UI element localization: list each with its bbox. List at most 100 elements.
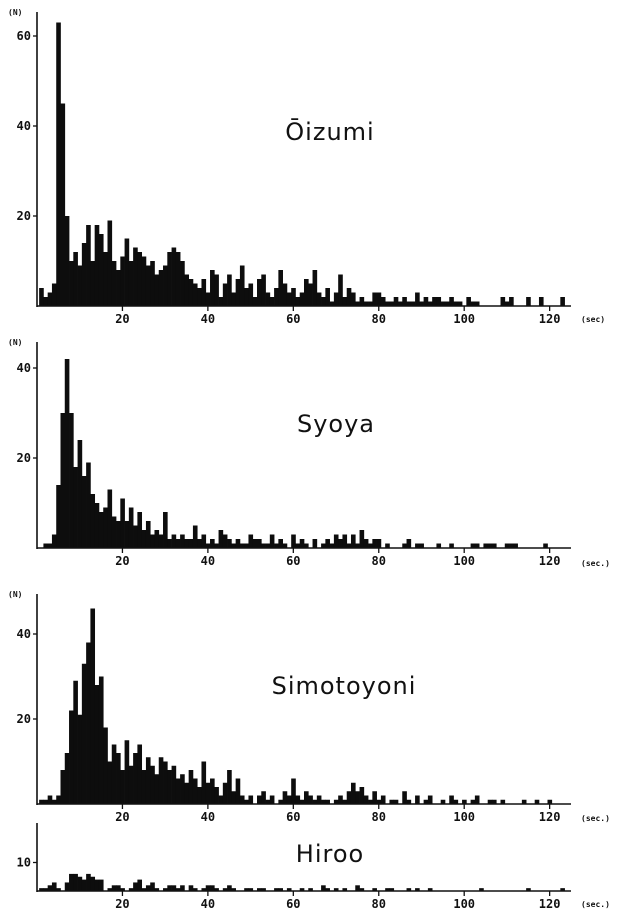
histogram-bar xyxy=(201,761,207,804)
histogram-bar xyxy=(402,297,407,306)
histogram-bar xyxy=(192,888,198,891)
histogram-bar xyxy=(427,888,433,891)
histogram-bar xyxy=(342,297,348,306)
histogram-bar xyxy=(333,292,339,306)
y-axis-unit: (N) xyxy=(8,590,22,599)
histogram-bar xyxy=(389,888,395,891)
histogram-bar xyxy=(103,727,108,804)
histogram-bar xyxy=(154,774,160,804)
histogram-bar xyxy=(393,297,399,306)
station-name-hiroo: Hiroo xyxy=(296,840,364,868)
histogram-bar xyxy=(282,791,288,804)
histogram-bar xyxy=(77,714,83,804)
histogram-bar xyxy=(389,301,395,306)
x-tick-label: 80 xyxy=(372,554,386,568)
histogram-bar xyxy=(491,799,497,804)
histogram-bar xyxy=(346,288,352,306)
bars-hiroo xyxy=(39,873,565,891)
histogram-bar xyxy=(406,799,412,804)
histogram-bar xyxy=(103,252,108,306)
x-axis-unit: (sec.) xyxy=(581,814,610,823)
histogram-bar xyxy=(171,765,177,804)
histogram-bar xyxy=(210,270,215,306)
histogram-bar xyxy=(150,261,155,306)
histogram-bar xyxy=(333,799,339,804)
histogram-bar xyxy=(184,274,189,306)
histogram-bar xyxy=(77,440,83,548)
histogram-bar xyxy=(350,782,356,804)
histogram-bar xyxy=(269,297,275,306)
histogram-bar xyxy=(227,274,232,306)
histogram-bar xyxy=(385,301,390,306)
histogram-bar xyxy=(248,795,254,804)
histogram-bar xyxy=(47,543,53,548)
histogram-bar xyxy=(355,301,360,306)
histogram-bar xyxy=(86,462,91,548)
x-tick-label: 120 xyxy=(539,312,561,326)
histogram-bar xyxy=(128,261,134,306)
bars-simotoyoni xyxy=(39,608,553,804)
histogram-bar xyxy=(338,795,343,804)
histogram-bar xyxy=(111,261,117,306)
histogram-bar xyxy=(150,882,155,891)
histogram-bar xyxy=(60,413,66,548)
histogram-bar xyxy=(261,543,266,548)
histogram-bar xyxy=(329,301,335,306)
histogram-bar xyxy=(39,888,44,891)
histogram-bar xyxy=(252,539,258,548)
histogram-bar xyxy=(163,265,168,306)
histogram-bar xyxy=(201,534,207,548)
x-tick-label: 100 xyxy=(453,810,475,824)
x-tick-label: 100 xyxy=(453,554,475,568)
histogram-bar xyxy=(137,252,143,306)
histogram-bar xyxy=(154,888,160,891)
histogram-bar xyxy=(116,885,121,891)
histogram-bar xyxy=(316,292,322,306)
histogram-bar xyxy=(51,799,57,804)
histogram-bar xyxy=(376,799,382,804)
histogram-bar xyxy=(359,888,365,891)
histogram-bar xyxy=(90,494,96,548)
y-tick-label: 20 xyxy=(17,209,31,223)
histogram-bar xyxy=(333,888,339,891)
histogram-bar xyxy=(466,297,471,306)
histogram-bar xyxy=(453,799,459,804)
histogram-bar xyxy=(325,799,330,804)
x-tick-label: 120 xyxy=(539,897,561,911)
histogram-bar xyxy=(39,288,44,306)
histogram-bar xyxy=(218,795,224,804)
histogram-bar xyxy=(436,297,442,306)
histogram-bar xyxy=(145,265,151,306)
histogram-bar xyxy=(372,888,377,891)
histogram-bar xyxy=(116,521,121,548)
histogram-bar xyxy=(286,795,292,804)
histogram-bar xyxy=(175,252,181,306)
x-tick-label: 60 xyxy=(286,554,300,568)
histogram-bar xyxy=(278,539,283,548)
histogram-bar xyxy=(158,270,164,306)
histogram-bar xyxy=(90,608,96,804)
histogram-bar xyxy=(269,795,275,804)
histogram-bar xyxy=(192,283,198,306)
histogram-bar xyxy=(188,770,194,804)
histogram-bar xyxy=(560,297,565,306)
histogram-bar xyxy=(265,292,271,306)
histogram-bar xyxy=(64,359,70,548)
histogram-bar xyxy=(98,234,104,306)
histogram-bar xyxy=(449,543,454,548)
histogram-bar xyxy=(120,888,125,891)
histogram-bar xyxy=(389,799,395,804)
histogram-bar xyxy=(184,539,189,548)
histogram-bar xyxy=(210,539,215,548)
histogram-bar xyxy=(188,279,194,306)
histogram-bar xyxy=(380,297,386,306)
histogram-bar xyxy=(427,795,433,804)
histogram-bar xyxy=(291,534,296,548)
histogram-bar xyxy=(222,534,228,548)
histogram-bar xyxy=(128,765,134,804)
histogram-bar xyxy=(124,521,130,548)
histogram-bar xyxy=(261,791,266,804)
histogram-bar xyxy=(128,507,134,548)
histogram-bar xyxy=(235,539,241,548)
